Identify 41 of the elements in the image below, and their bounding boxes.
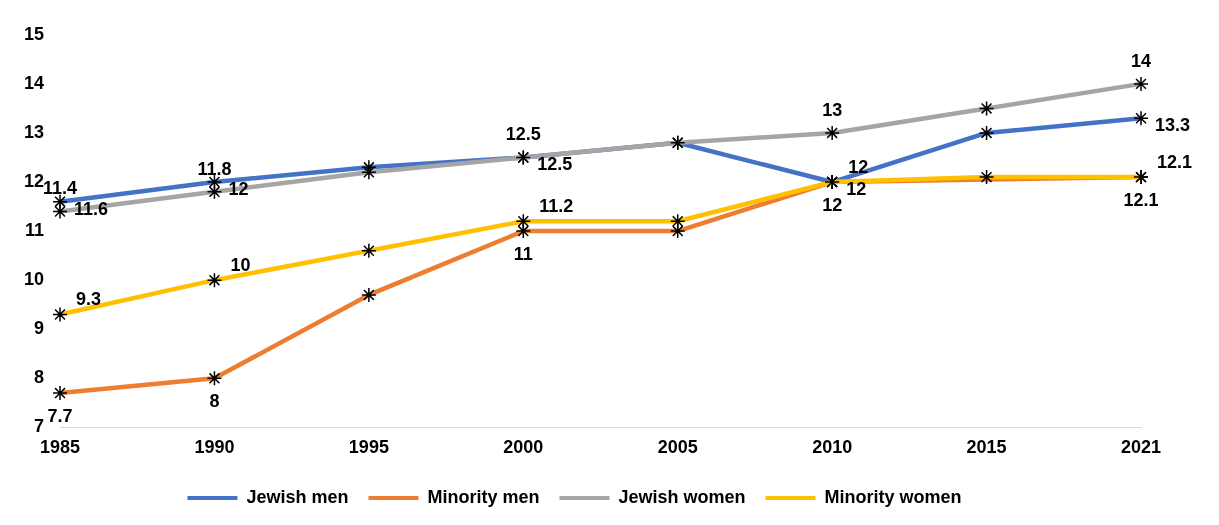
x-tick-label: 2000 xyxy=(503,437,544,458)
legend-label: Minority women xyxy=(824,486,962,507)
x-tick-label: 2005 xyxy=(657,437,698,458)
data-label: 12 xyxy=(846,178,867,199)
y-tick-label: 12 xyxy=(23,170,45,191)
data-label: 12.1 xyxy=(1123,190,1159,211)
y-tick-label: 13 xyxy=(23,121,45,142)
legend-label: Minority men xyxy=(427,486,540,507)
data-label: 7.7 xyxy=(47,406,73,427)
y-tick-label: 14 xyxy=(23,72,45,93)
data-label: 12.1 xyxy=(1157,152,1193,173)
legend-label: Jewish men xyxy=(246,486,349,507)
data-label: 12.5 xyxy=(505,124,541,145)
data-label: 12 xyxy=(848,156,869,177)
legend-label: Jewish women xyxy=(618,486,746,507)
data-label: 9.3 xyxy=(76,289,102,310)
data-label: 11.4 xyxy=(43,178,78,199)
data-label: 12 xyxy=(228,178,249,199)
data-label: 11.8 xyxy=(197,158,232,179)
y-tick-label: 8 xyxy=(34,367,45,388)
data-label: 10 xyxy=(230,255,251,276)
y-tick-label: 10 xyxy=(23,269,45,290)
data-label: 11.2 xyxy=(539,196,574,217)
x-tick-label: 1985 xyxy=(40,437,81,458)
x-tick-label: 2015 xyxy=(966,437,1007,458)
x-tick-label: 1990 xyxy=(194,437,235,458)
data-label: 12 xyxy=(822,194,843,215)
data-label: 12.5 xyxy=(537,154,573,175)
data-label: 8 xyxy=(209,391,220,412)
x-tick-label: 2010 xyxy=(812,437,853,458)
y-tick-label: 9 xyxy=(34,318,45,339)
x-tick-label: 1995 xyxy=(348,437,389,458)
data-label: 11 xyxy=(513,244,533,265)
data-label: 11.6 xyxy=(74,198,109,219)
y-tick-label: 15 xyxy=(23,23,45,44)
x-tick-label: 2021 xyxy=(1120,437,1162,458)
data-label: 13 xyxy=(822,99,843,120)
y-tick-label: 7 xyxy=(34,416,45,437)
data-label: 13.3 xyxy=(1155,115,1191,136)
data-label: 14 xyxy=(1130,50,1152,71)
y-tick-label: 11 xyxy=(24,220,45,241)
